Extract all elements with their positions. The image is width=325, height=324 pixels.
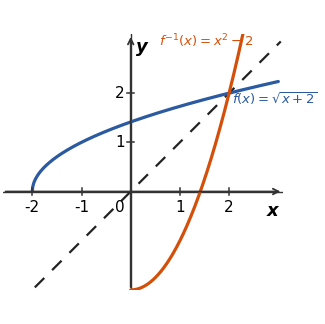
Text: $f^{-1}(x) = x^2 - 2$: $f^{-1}(x) = x^2 - 2$	[159, 33, 254, 50]
Text: 2: 2	[224, 200, 234, 215]
Text: -2: -2	[25, 200, 40, 215]
Text: x: x	[267, 202, 278, 220]
Text: y: y	[136, 38, 147, 56]
Text: $f(x) = \sqrt{x+2}$: $f(x) = \sqrt{x+2}$	[232, 91, 317, 108]
Text: 2: 2	[115, 86, 125, 101]
Text: 1: 1	[175, 200, 185, 215]
Text: 0: 0	[115, 200, 124, 215]
Text: -1: -1	[74, 200, 89, 215]
Text: 1: 1	[115, 135, 125, 150]
